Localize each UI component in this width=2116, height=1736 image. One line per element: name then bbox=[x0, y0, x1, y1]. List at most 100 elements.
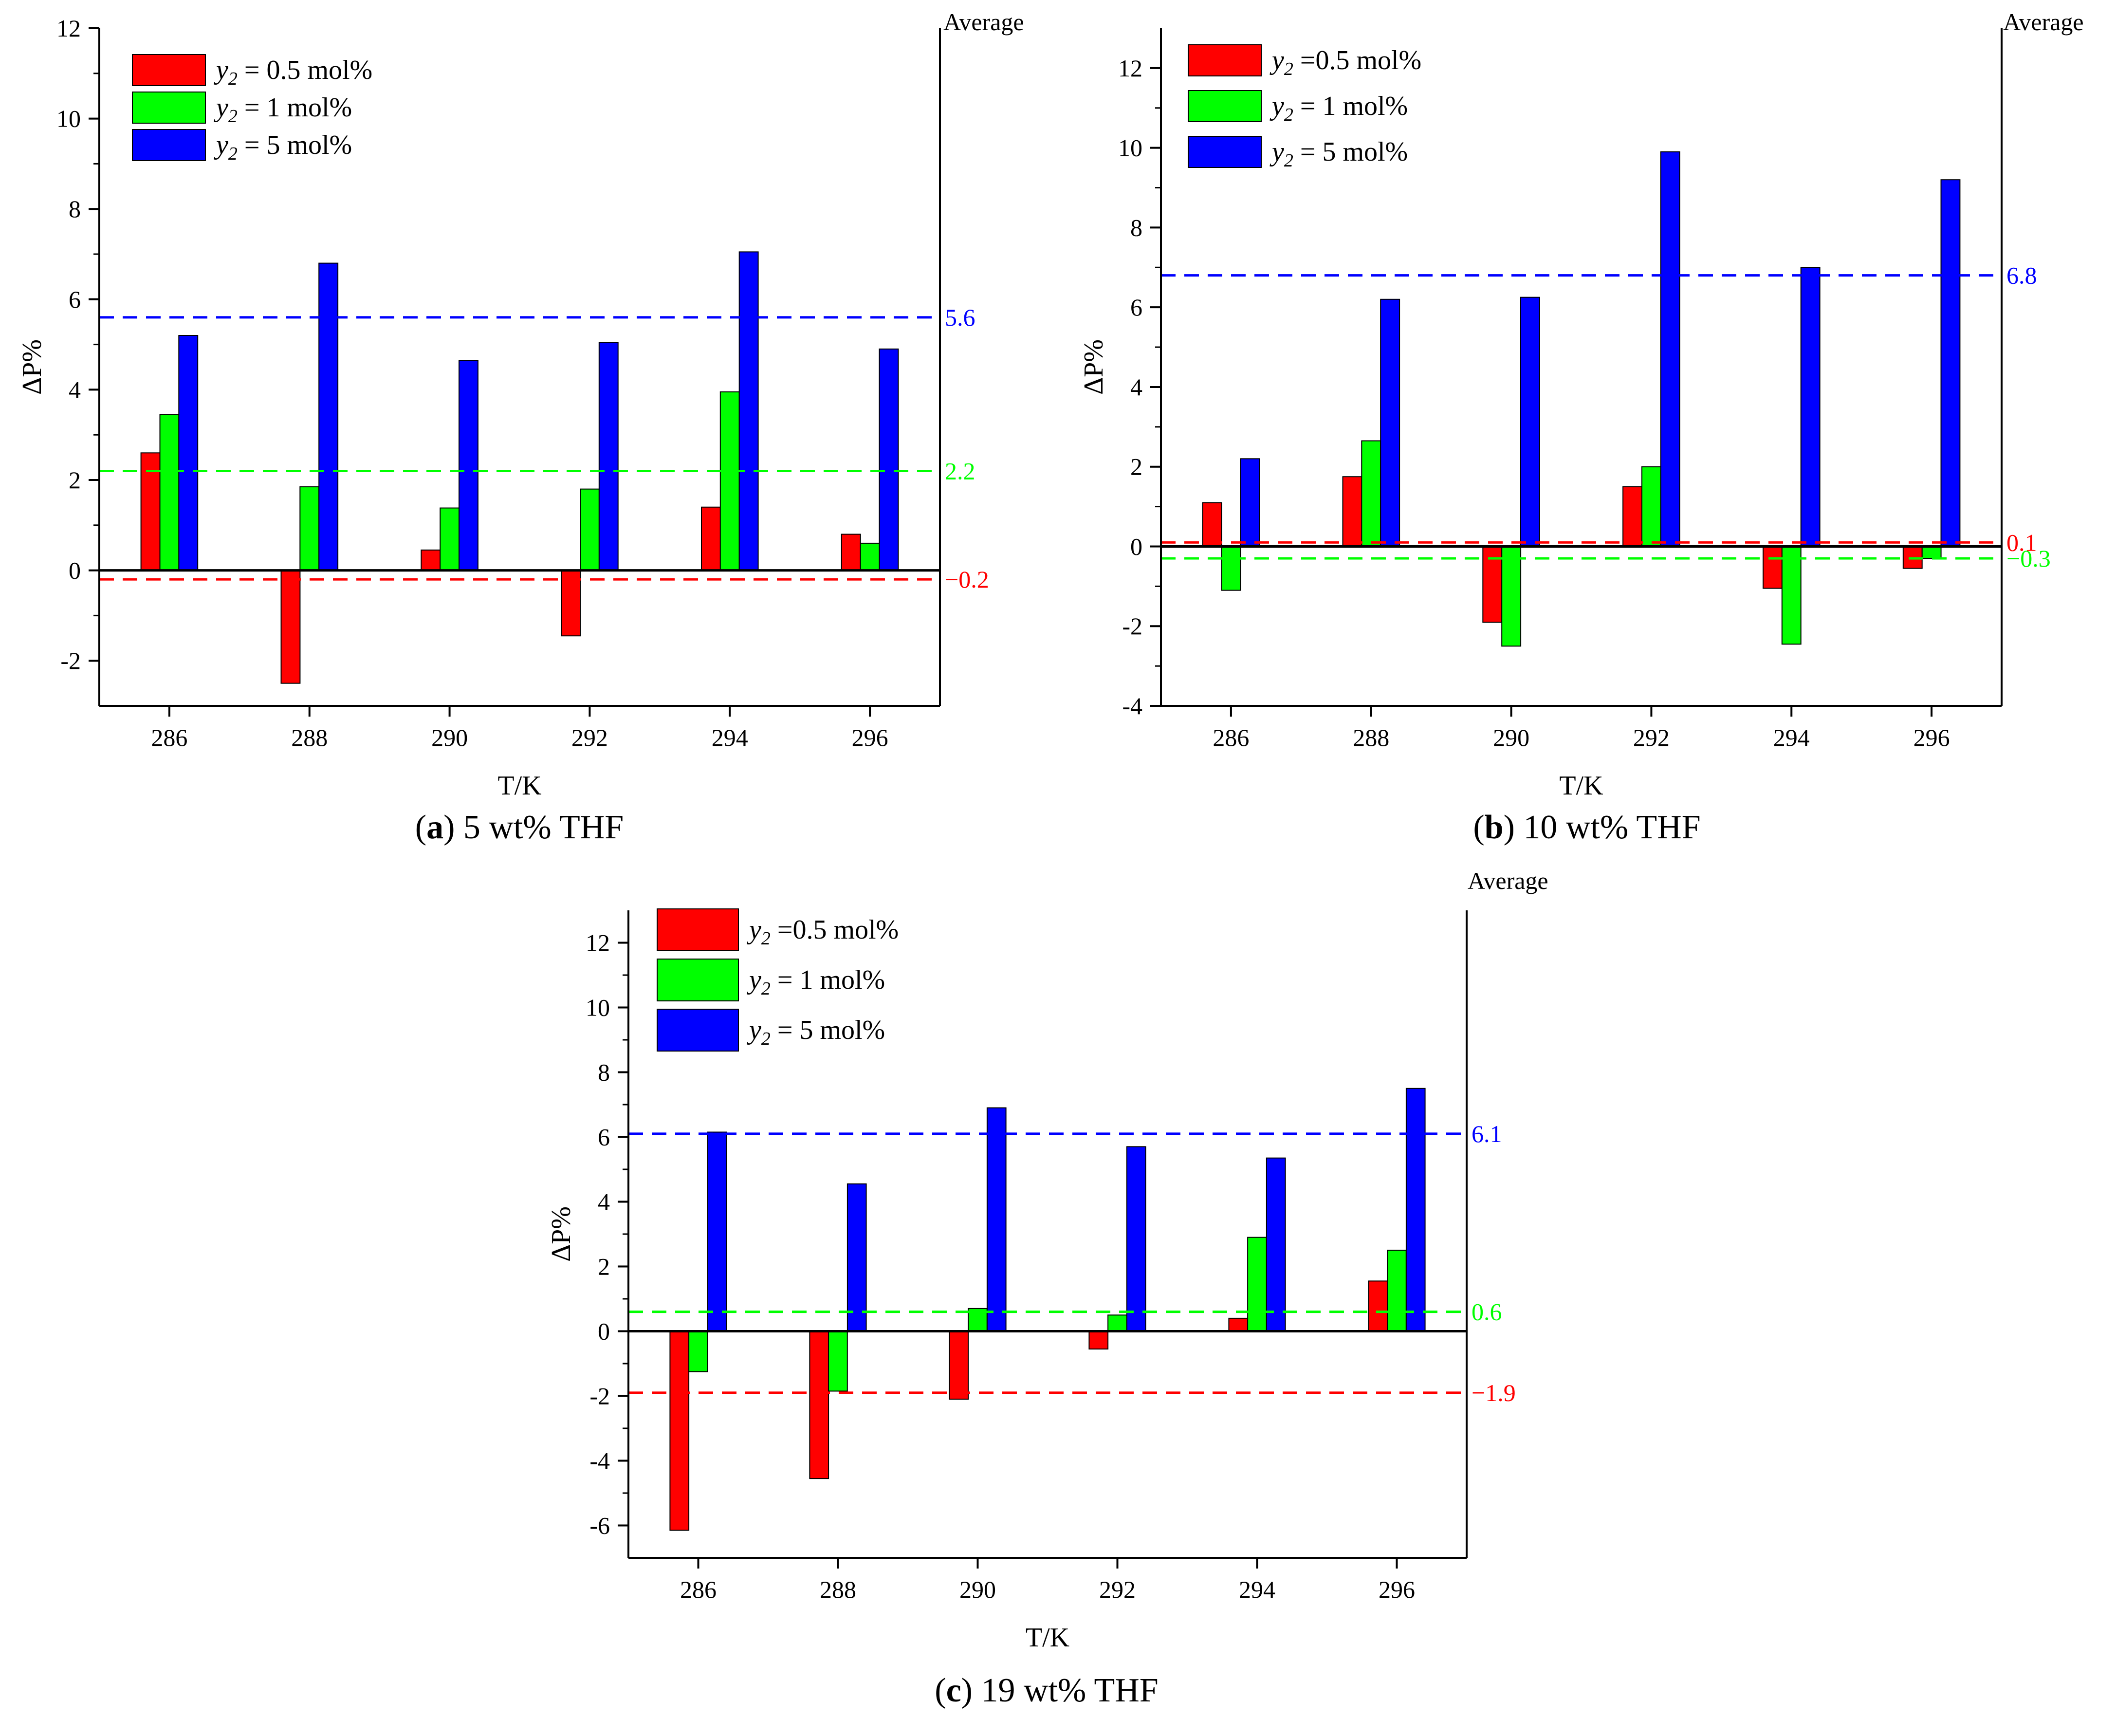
x-tick-label-b: 294 bbox=[1773, 724, 1810, 751]
bar-a-s1-290 bbox=[440, 507, 460, 571]
legend-var: y bbox=[1270, 91, 1284, 121]
bar-b-s1-296 bbox=[1921, 546, 1942, 559]
y-tick-label-a: 12 bbox=[56, 15, 81, 42]
legend-text: = 1 mol% bbox=[1293, 91, 1408, 121]
bar-b-s2-290 bbox=[1520, 296, 1540, 547]
caption-text: 5 wt% THF bbox=[455, 809, 624, 846]
caption-paren-open: ( bbox=[935, 1672, 946, 1709]
y-tick-label-a: 2 bbox=[69, 466, 81, 494]
bar-a-s2-290 bbox=[459, 360, 478, 571]
bar-b-s2-296 bbox=[1940, 179, 1961, 547]
legend-label-c-s0: y2 =0.5 mol% bbox=[747, 915, 899, 949]
legend-text: =0.5 mol% bbox=[771, 915, 899, 945]
legend-var: y bbox=[747, 915, 761, 945]
legend-sub: 2 bbox=[1284, 150, 1293, 171]
bar-a-s1-286 bbox=[159, 414, 180, 571]
caption-b: (b) 10 wt% THF bbox=[1473, 809, 1700, 846]
x-tick-label-b: 296 bbox=[1914, 724, 1950, 751]
x-tick-label-c: 288 bbox=[820, 1576, 856, 1603]
average-header-b: Average bbox=[2003, 8, 2084, 36]
bar-c-s2-294 bbox=[1266, 1157, 1286, 1332]
chart-panel-c: −1.9 0.6 6.1 -6 -4 -2 0 2 4 6 8 10 12 286 288 290 292 294… bbox=[546, 867, 1548, 1709]
y-tick-label-a: 0 bbox=[69, 557, 81, 584]
x-tick-label-b: 286 bbox=[1213, 724, 1249, 751]
legend-label-c-s2: y2 = 5 mol% bbox=[747, 1015, 885, 1049]
legend-text: = 0.5 mol% bbox=[238, 55, 372, 85]
legend-swatch-c-s1 bbox=[657, 959, 739, 1001]
x-tick-label-a: 296 bbox=[852, 724, 888, 751]
legend-sub: 2 bbox=[228, 69, 238, 89]
average-label-a-s1: 2.2 bbox=[945, 457, 975, 484]
caption-paren-close: ) bbox=[961, 1672, 973, 1709]
bar-a-s2-294 bbox=[738, 251, 759, 571]
legend-sub: 2 bbox=[1284, 59, 1293, 79]
legend-sub: 2 bbox=[228, 144, 238, 164]
legend-label-a-s2: y2 = 5 mol% bbox=[214, 130, 352, 164]
legend-var: y bbox=[214, 55, 228, 85]
y-tick-label-b: 6 bbox=[1130, 294, 1142, 321]
y-axis-title-a: ΔP% bbox=[17, 339, 47, 395]
legend-sub: 2 bbox=[1284, 105, 1293, 125]
bar-c-s2-296 bbox=[1405, 1088, 1426, 1332]
bar-b-s2-292 bbox=[1660, 151, 1680, 547]
legend-swatch-b-s1 bbox=[1188, 90, 1262, 122]
x-tick-label-a: 292 bbox=[571, 724, 608, 751]
bar-c-s1-292 bbox=[1107, 1314, 1127, 1332]
y-tick-label-a: 10 bbox=[56, 105, 81, 132]
caption-c: (c) 19 wt% THF bbox=[935, 1672, 1159, 1709]
bar-b-s0-286 bbox=[1202, 502, 1222, 547]
legend-label-b-s2: y2 = 5 mol% bbox=[1270, 137, 1408, 171]
y-tick-label-a: -2 bbox=[60, 647, 81, 674]
legend-var: y bbox=[214, 130, 228, 160]
y-tick-label-c: 10 bbox=[586, 994, 610, 1021]
average-label-c-s0: −1.9 bbox=[1472, 1379, 1516, 1406]
legend-var: y bbox=[214, 92, 228, 123]
y-tick-label-b: 8 bbox=[1130, 214, 1142, 241]
bar-b-s1-294 bbox=[1781, 546, 1802, 645]
bar-c-s2-286 bbox=[707, 1131, 727, 1332]
bar-b-s1-286 bbox=[1221, 546, 1241, 591]
x-tick-label-b: 288 bbox=[1353, 724, 1389, 751]
average-header-a: Average bbox=[943, 8, 1024, 36]
caption-paren-open: ( bbox=[415, 809, 426, 846]
y-tick-label-a: 6 bbox=[69, 286, 81, 313]
y-tick-label-b: -2 bbox=[1122, 612, 1142, 640]
y-tick-label-c: -4 bbox=[589, 1447, 610, 1475]
legend-sub: 2 bbox=[228, 106, 238, 127]
x-tick-label-c: 294 bbox=[1239, 1576, 1275, 1603]
legend-text: = 5 mol% bbox=[771, 1015, 885, 1045]
bar-c-s2-292 bbox=[1126, 1146, 1146, 1332]
bar-c-s0-296 bbox=[1368, 1280, 1388, 1332]
caption-paren-close: ) bbox=[1504, 809, 1515, 846]
legend-label-b-s1: y2 = 1 mol% bbox=[1270, 91, 1408, 125]
bar-c-s1-288 bbox=[828, 1330, 848, 1392]
caption-text: 19 wt% THF bbox=[973, 1672, 1159, 1709]
bar-c-s2-290 bbox=[986, 1107, 1007, 1332]
x-tick-label-b: 290 bbox=[1493, 724, 1529, 751]
legend-var: y bbox=[747, 1015, 761, 1045]
bar-b-s2-294 bbox=[1800, 267, 1821, 547]
x-axis-title-a: T/K bbox=[497, 771, 541, 801]
average-label-a-s0: −0.2 bbox=[945, 566, 989, 593]
x-tick-label-c: 290 bbox=[959, 1576, 996, 1603]
x-tick-label-c: 286 bbox=[680, 1576, 717, 1603]
bar-b-s1-292 bbox=[1641, 466, 1661, 547]
average-label-b-s0: 0.1 bbox=[2006, 529, 2037, 556]
bar-a-s0-290 bbox=[421, 549, 441, 571]
bar-a-s2-286 bbox=[178, 335, 199, 571]
bar-b-s0-288 bbox=[1342, 476, 1362, 547]
y-tick-label-b: 10 bbox=[1118, 134, 1142, 162]
bar-a-s2-292 bbox=[598, 342, 619, 571]
bar-c-s0-294 bbox=[1228, 1317, 1249, 1332]
y-tick-label-b: 4 bbox=[1130, 373, 1142, 401]
y-tick-label-a: 4 bbox=[69, 376, 81, 403]
x-tick-label-c: 296 bbox=[1379, 1576, 1415, 1603]
bar-a-s1-292 bbox=[580, 488, 600, 571]
bar-c-s0-290 bbox=[949, 1330, 969, 1400]
legend-label-b-s0: y2 =0.5 mol% bbox=[1270, 45, 1421, 79]
bar-a-s0-292 bbox=[561, 570, 581, 637]
y-tick-label-c: 8 bbox=[598, 1059, 610, 1086]
bar-a-s0-294 bbox=[701, 506, 721, 571]
bar-a-s1-294 bbox=[719, 391, 740, 571]
